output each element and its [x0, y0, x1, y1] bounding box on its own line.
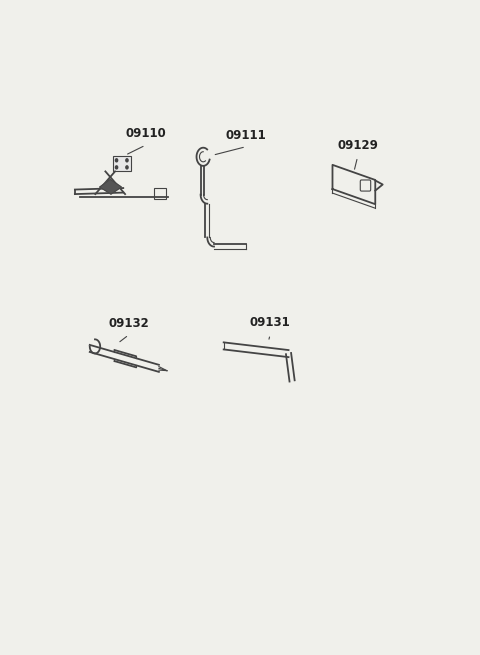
Polygon shape — [100, 179, 121, 194]
Text: 09110: 09110 — [125, 127, 166, 140]
Text: 09131: 09131 — [250, 316, 290, 329]
Circle shape — [115, 159, 118, 162]
Text: 09129: 09129 — [337, 139, 378, 152]
Text: 09111: 09111 — [226, 128, 266, 141]
Circle shape — [126, 166, 128, 169]
Text: 09132: 09132 — [108, 317, 149, 329]
Bar — [113, 157, 131, 172]
Bar — [154, 187, 166, 198]
Circle shape — [115, 166, 118, 169]
Circle shape — [126, 159, 128, 162]
